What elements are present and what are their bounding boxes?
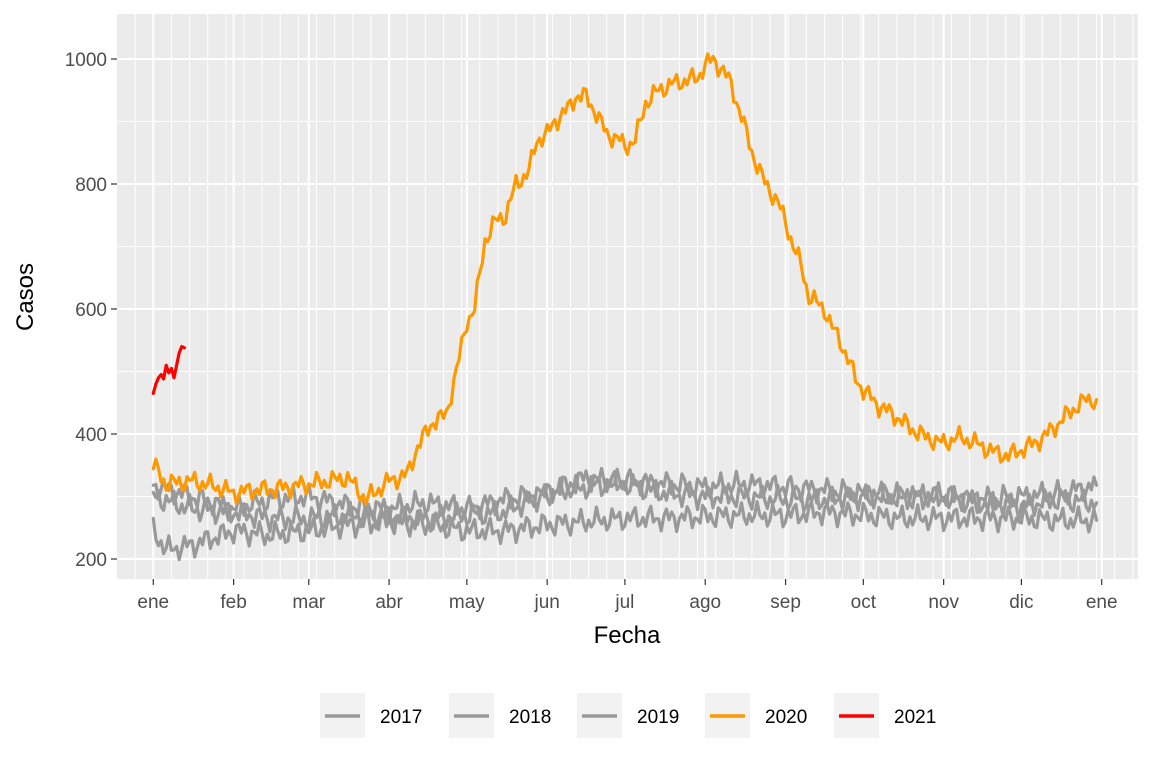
x-tick-label: jun bbox=[533, 592, 559, 613]
x-tick-label: nov bbox=[928, 592, 959, 613]
x-tick-label: ago bbox=[689, 592, 721, 613]
y-axis: 200 400 600 800 1000 bbox=[65, 50, 117, 571]
series-line-2019 bbox=[151, 466, 1099, 534]
legend-label-2018: 2018 bbox=[509, 707, 551, 728]
y-axis-title: Casos bbox=[12, 263, 39, 331]
x-tick-label: feb bbox=[220, 592, 246, 613]
x-tick-label: may bbox=[449, 592, 485, 613]
y-tick-label: 400 bbox=[75, 425, 107, 446]
series-line-2020 bbox=[151, 52, 1099, 506]
series-line-2018 bbox=[151, 500, 1099, 562]
x-tick-label: ene bbox=[1086, 592, 1118, 613]
legend-label-2021: 2021 bbox=[894, 707, 936, 728]
legend-label-2020: 2020 bbox=[765, 707, 807, 728]
x-tick-label: jul bbox=[614, 592, 634, 613]
series-line-2021 bbox=[151, 344, 186, 395]
grid-major bbox=[117, 14, 1138, 579]
x-tick-label: oct bbox=[851, 592, 877, 613]
legend-label-2017: 2017 bbox=[380, 707, 422, 728]
x-tick-label: ene bbox=[137, 592, 169, 613]
x-axis: ene feb mar abr may jun jul ago sep oct nov dic ene bbox=[137, 579, 1118, 613]
series-layer bbox=[151, 52, 1099, 562]
y-tick-label: 1000 bbox=[65, 50, 107, 71]
x-axis-title: Fecha bbox=[594, 622, 661, 649]
y-tick-label: 600 bbox=[75, 300, 107, 321]
x-tick-label: dic bbox=[1009, 592, 1033, 613]
legend-label-2019: 2019 bbox=[637, 707, 679, 728]
y-tick-label: 800 bbox=[75, 175, 107, 196]
x-tick-label: abr bbox=[375, 592, 403, 613]
x-tick-label: sep bbox=[770, 592, 801, 613]
series-line-2017 bbox=[151, 468, 1099, 523]
x-tick-label: mar bbox=[292, 592, 325, 613]
y-tick-label: 200 bbox=[75, 550, 107, 571]
legend: 2017 2018 2019 2020 2021 bbox=[320, 693, 936, 738]
